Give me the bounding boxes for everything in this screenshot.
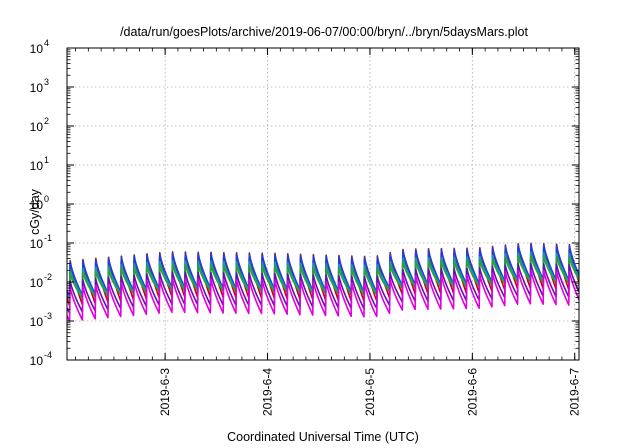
y-tick-label: 10 [30,276,44,290]
y-tick-exponent: 0 [44,194,49,204]
series-line [66,262,580,314]
y-tick-label: 10 [30,237,44,251]
y-tick-label: 10 [30,198,44,212]
grid-layer [67,48,579,360]
y-tick-exponent: 2 [44,116,49,126]
y-tick-exponent: 3 [44,77,49,87]
x-axis-title: Coordinated Universal Time (UTC) [227,430,419,444]
y-tick-exponent: -4 [44,350,52,360]
y-tick-label: 10 [30,354,44,368]
series-line [66,243,580,298]
x-tick-label: 2019-6-5 [363,368,377,416]
series-layer [66,242,580,322]
y-tick-label: 10 [30,120,44,134]
x-tick-label: 2019-6-6 [465,368,479,416]
x-tick-label: 2019-6-3 [158,368,172,416]
series-line [66,251,580,299]
y-tick-exponent: 4 [44,38,49,48]
chart-title: /data/run/goesPlots/archive/2019-06-07/0… [120,25,528,39]
x-tick-label: 2019-6-7 [568,368,582,416]
x-tick-label: 2019-6-4 [261,368,275,416]
y-tick-exponent: -1 [44,233,52,243]
y-tick-label: 10 [30,81,44,95]
y-tick-label: 10 [30,159,44,173]
series-line [66,269,580,322]
series-line [66,255,580,301]
y-tick-exponent: -2 [44,272,52,282]
y-axis-title: cGy/day [28,188,42,235]
y-tick-exponent: -3 [44,311,52,321]
y-tick-exponent: 1 [44,155,49,165]
y-tick-label: 10 [30,42,44,56]
y-tick-label: 10 [30,315,44,329]
